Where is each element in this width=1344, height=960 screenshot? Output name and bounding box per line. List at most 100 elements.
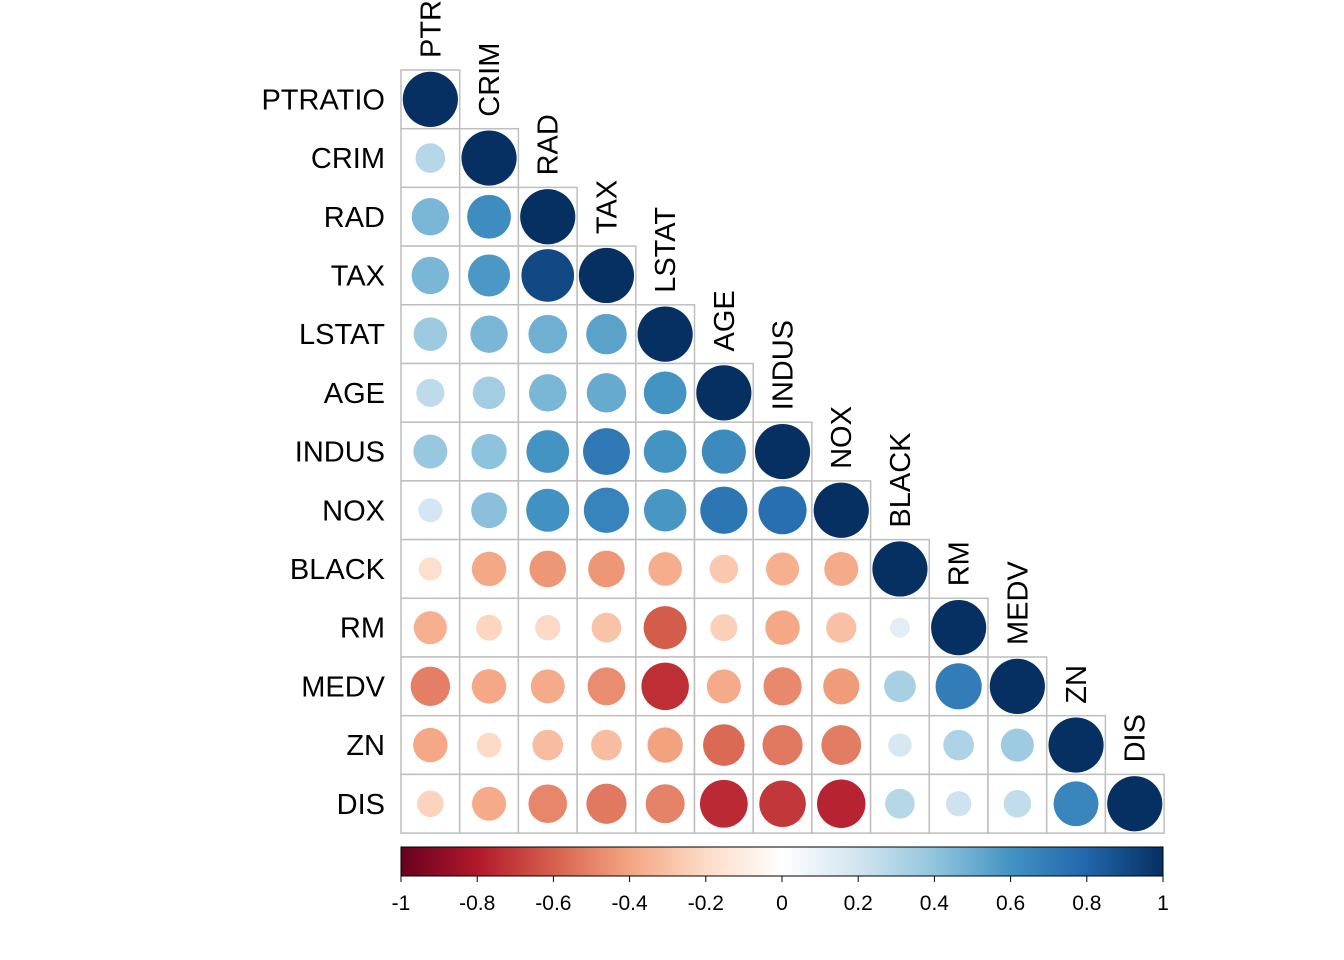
correlation-circle-age-ptratio: [416, 378, 445, 407]
correlation-circle-dis-lstat: [645, 784, 685, 824]
correlation-circle-black-ptratio: [418, 557, 443, 581]
correlation-circle-age-age: [696, 365, 752, 421]
correlation-circle-zn-indus: [762, 724, 803, 766]
column-labels: PTRATIO CRIM RAD TAX LSTAT AGE INDUS NOX BLACK RM…: [415, 0, 1151, 762]
colorbar-tick-label: 1: [1157, 892, 1169, 915]
colorbar-tick-label: -0.2: [688, 892, 724, 915]
correlation-circle-rm-indus: [765, 610, 800, 645]
correlation-circle-dis-black: [885, 788, 915, 819]
column-label-zn: ZN: [1061, 665, 1093, 704]
correlation-circle-dis-zn: [1053, 781, 1099, 827]
correlation-circle-indus-indus: [754, 423, 811, 480]
correlation-circle-rm-tax: [591, 612, 622, 643]
colorbar-tick-label: 0.4: [920, 892, 950, 915]
correlation-circle-age-tax: [586, 373, 627, 413]
correlation-circle-black-tax: [588, 550, 625, 588]
correlation-circle-medv-crim: [471, 669, 507, 704]
correlation-circle-medv-black: [884, 670, 916, 703]
row-label-nox: NOX: [322, 495, 385, 527]
correlation-circle-medv-nox: [823, 668, 860, 705]
correlation-circle-medv-rm: [935, 663, 982, 710]
correlation-circle-zn-age: [703, 724, 745, 766]
correlation-circle-tax-crim: [468, 254, 511, 297]
correlation-circle-rm-rad: [535, 615, 561, 641]
colorbar-tick-label: -1: [392, 892, 411, 915]
correlation-circle-crim-crim: [461, 130, 517, 186]
correlation-circle-dis-age: [699, 779, 748, 828]
correlation-circle-black-nox: [824, 551, 859, 586]
colorbar-gradient: [400, 846, 1164, 877]
correlation-circle-medv-tax: [587, 667, 626, 706]
correlation-circle-dis-ptratio: [417, 790, 444, 817]
correlation-circle-rm-age: [710, 614, 738, 642]
correlation-circle-zn-black: [888, 733, 912, 757]
row-label-rad: RAD: [324, 202, 385, 234]
correlation-circle-lstat-lstat: [637, 306, 693, 362]
correlation-circle-indus-lstat: [643, 430, 687, 473]
correlation-circle-zn-zn: [1048, 717, 1104, 773]
correlation-circle-zn-lstat: [647, 727, 683, 763]
correlation-circle-black-rad: [529, 550, 567, 588]
correlation-circle-lstat-rad: [528, 314, 568, 354]
correlation-circle-zn-rm: [943, 729, 975, 761]
row-label-crim: CRIM: [311, 143, 385, 175]
correlation-circle-black-crim: [471, 551, 507, 587]
correlation-circle-zn-crim: [476, 732, 502, 758]
correlation-circle-nox-rad: [526, 488, 570, 532]
column-label-medv: MEDV: [1002, 561, 1034, 645]
column-label-indus: INDUS: [768, 320, 800, 410]
column-label-rad: RAD: [533, 114, 565, 175]
correlation-circle-indus-tax: [583, 428, 630, 475]
correlation-circle-rm-ptratio: [413, 611, 447, 645]
correlation-circle-dis-indus: [759, 780, 806, 827]
correlation-circle-rad-ptratio: [411, 198, 450, 236]
correlation-circle-nox-tax: [583, 487, 630, 533]
correlation-circle-black-black: [872, 541, 928, 597]
column-label-nox: NOX: [826, 406, 858, 469]
correlation-circle-dis-tax: [586, 783, 627, 824]
colorbar-tick-label: 0.2: [844, 892, 873, 915]
correlation-circle-ptratio-ptratio: [402, 71, 458, 127]
correlation-circle-black-lstat: [648, 552, 682, 586]
correlation-circle-dis-rad: [528, 784, 568, 824]
correlation-circle-rm-crim: [476, 614, 502, 641]
row-label-ptratio: PTRATIO: [261, 84, 385, 116]
correlation-circle-dis-nox: [817, 779, 866, 828]
correlation-circle-medv-indus: [763, 667, 802, 706]
correlation-cells: [400, 69, 1165, 834]
correlation-circle-medv-age: [706, 669, 741, 704]
correlation-circle-rad-crim: [467, 194, 511, 239]
correlation-circle-zn-medv: [1000, 728, 1034, 762]
correlation-circle-medv-medv: [989, 658, 1045, 714]
correlation-circle-nox-indus: [758, 486, 807, 535]
column-label-dis: DIS: [1120, 714, 1152, 762]
correlation-circle-rm-nox: [826, 612, 857, 643]
column-label-lstat: LSTAT: [650, 207, 682, 293]
column-label-black: BLACK: [885, 432, 917, 528]
row-label-rm: RM: [340, 613, 385, 645]
correlation-circle-dis-crim: [472, 786, 507, 821]
correlation-circle-nox-ptratio: [418, 498, 443, 523]
correlation-circle-medv-ptratio: [410, 666, 451, 707]
colorbar: -1 -0.8 -0.6 -0.4 -0.2 0 0.2 0.4 0.6 0.8 1: [392, 846, 1169, 915]
correlation-circle-crim-ptratio: [415, 143, 446, 173]
row-label-indus: INDUS: [295, 437, 385, 469]
correlation-circle-nox-crim: [471, 492, 507, 529]
colorbar-tick-label: 0.6: [996, 892, 1025, 915]
row-label-medv: MEDV: [301, 671, 385, 703]
column-label-tax: TAX: [591, 180, 623, 234]
correlation-circle-indus-age: [701, 429, 746, 474]
correlation-circle-age-rad: [529, 374, 567, 412]
row-labels: PTRATIO CRIM RAD TAX LSTAT AGE INDUS NOX BLACK RM…: [261, 84, 385, 820]
correlation-circle-zn-nox: [821, 725, 862, 765]
correlation-circle-zn-ptratio: [413, 727, 448, 763]
row-label-dis: DIS: [337, 789, 385, 821]
correlation-circle-medv-rad: [530, 669, 565, 704]
correlation-circle-age-crim: [472, 376, 506, 410]
correlation-circle-dis-medv: [1003, 789, 1032, 818]
column-label-age: AGE: [709, 290, 741, 351]
colorbar-ticks: -1 -0.8 -0.6 -0.4 -0.2 0 0.2 0.4 0.6 0.8 1: [392, 876, 1169, 915]
correlation-circle-lstat-ptratio: [413, 317, 448, 351]
row-label-black: BLACK: [290, 554, 386, 586]
